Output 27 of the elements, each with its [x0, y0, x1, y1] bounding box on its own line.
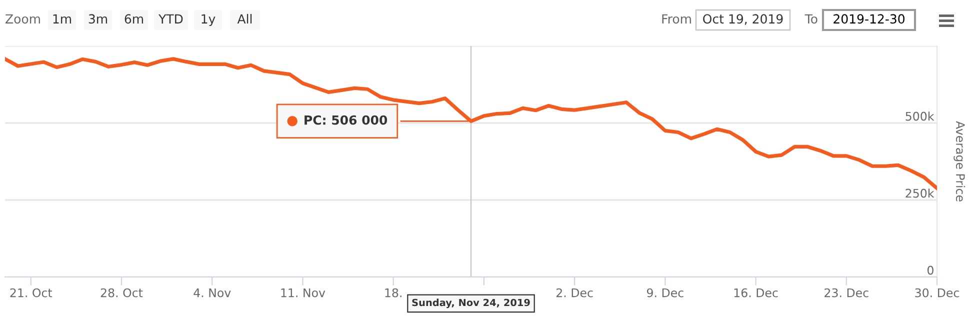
x-tick-label: 30. Dec [915, 288, 959, 298]
x-tick-label: 18. [385, 288, 402, 298]
x-tick-label: 11. Nov [281, 288, 326, 298]
annotation: PC: 506 000 [304, 115, 388, 125]
text: Zoom [6, 14, 40, 24]
x-tick-label: 21. Oct [10, 288, 52, 298]
y-tick-label: 500k [906, 112, 934, 121]
text: To [804, 14, 818, 24]
text: 1y [202, 14, 216, 26]
text: 3m [88, 14, 108, 24]
x-tick-label: 2. Dec [556, 288, 593, 298]
text: YTD [158, 14, 183, 24]
y-axis-title: Average Price [954, 121, 966, 202]
x-tick-label: 28. Oct [100, 288, 143, 298]
x-tick-label: 4. Nov [194, 288, 231, 298]
x-tick-label: 23. Dec [824, 288, 868, 298]
text: All [237, 14, 252, 24]
text: Sunday, Nov 24, 2019 [412, 298, 530, 308]
text: From [662, 14, 691, 24]
text: 2019-12-30 [834, 14, 904, 24]
x-tick-label: 9. Dec [646, 288, 684, 298]
y-tick-label: 250k [906, 188, 934, 198]
y-tick-label: 0 [927, 266, 934, 275]
text: 1m [53, 14, 72, 24]
x-tick-label: 16. Dec [734, 288, 778, 298]
text: Oct 19, 2019 [703, 14, 783, 25]
text: 6m [124, 14, 144, 24]
